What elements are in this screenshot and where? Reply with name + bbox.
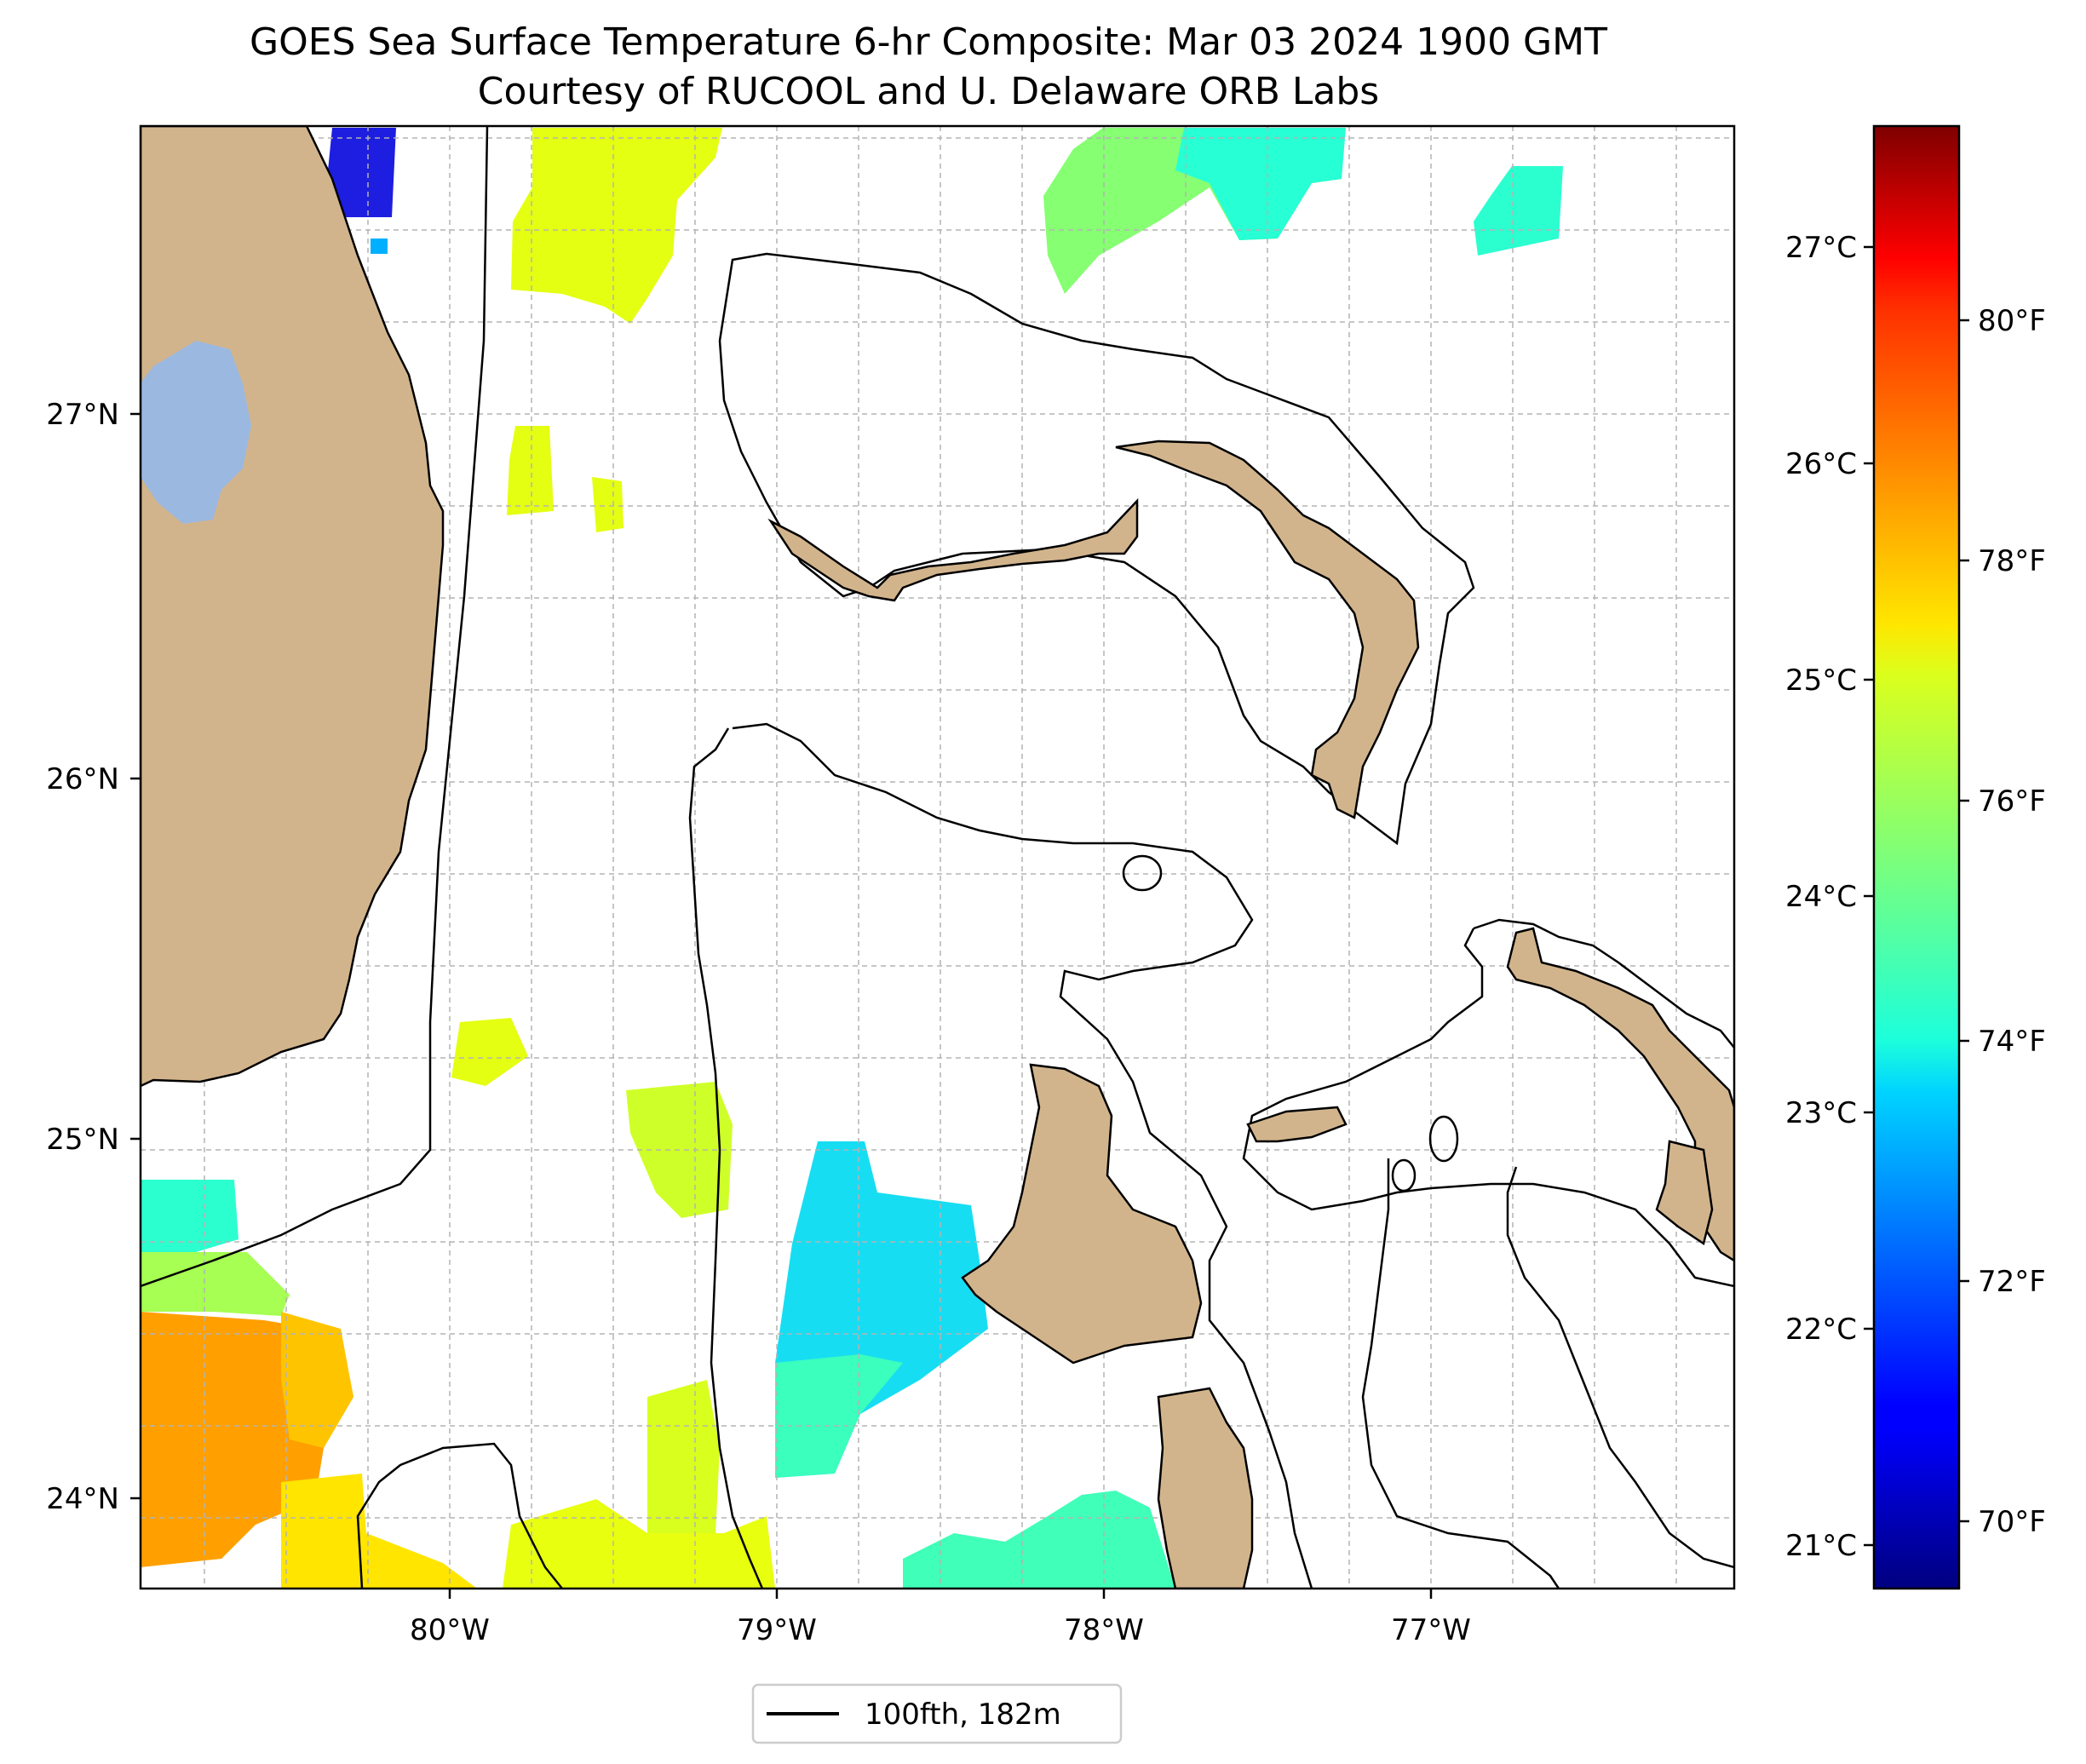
legend: 100fth, 182m (751, 1683, 1123, 1744)
legend-label: 100fth, 182m (865, 1698, 1061, 1732)
contour-exuma-south (1506, 1166, 1734, 1569)
contour-tongue-of-ocean (1361, 1158, 1560, 1589)
title-line-2: Courtesy of RUCOOL and U. Delaware ORB L… (478, 70, 1379, 113)
celsius-tick-label: 21°C (1785, 1529, 1857, 1563)
sst-patch-small-yellow (451, 1018, 528, 1086)
fahrenheit-tick-label: 74°F (1978, 1025, 2046, 1059)
lon-tick-label: 77°W (1391, 1613, 1471, 1647)
map-area (141, 126, 1734, 1589)
title-line-1: GOES Sea Surface Temperature 6-hr Compos… (250, 20, 1607, 64)
lon-tick-label: 79°W (737, 1613, 817, 1647)
celsius-tick-label: 27°C (1785, 231, 1857, 265)
sst-patch-southwest-teal (141, 1180, 238, 1252)
sst-patch-northwest-coast (328, 128, 396, 217)
land-andros (961, 1063, 1203, 1365)
lat-tick-label: 25°N (46, 1123, 119, 1157)
sst-patch-mid-west-2 (592, 477, 624, 532)
contour-island-3 (1122, 854, 1163, 892)
sst-patch-mid-west-1 (507, 426, 554, 515)
land-eleuthera (1506, 927, 1734, 1262)
fahrenheit-tick-label: 72°F (1978, 1265, 2046, 1299)
lat-tick-label: 24°N (46, 1482, 119, 1516)
sst-patch-southwest-amber (281, 1312, 353, 1448)
contour-florida-shelf (141, 126, 489, 1288)
celsius-tick-label: 25°C (1785, 664, 1857, 698)
sst-patch-central-south-teal (775, 1354, 903, 1478)
lat-tick-label: 27°N (46, 398, 119, 432)
sst-patch-south-yellow-3 (647, 1380, 720, 1533)
fahrenheit-tick-label: 78°F (1978, 544, 2046, 578)
celsius-tick-label: 22°C (1785, 1313, 1857, 1347)
land-eleuthera-south (1655, 1140, 1714, 1246)
legend-box (751, 1683, 1123, 1744)
contour-island-2 (1391, 1158, 1417, 1192)
contour-keys-south (356, 1442, 563, 1589)
contour-eleuthera-north (1473, 918, 1734, 1049)
contour-cay-sal-west (688, 727, 764, 1589)
contour-exuma-sound (1242, 928, 1734, 1288)
contour-island-1 (1428, 1115, 1459, 1163)
fahrenheit-tick-label: 70°F (1978, 1505, 2046, 1539)
colorbar-gradient (1872, 124, 1961, 1590)
sst-patch-south-yellow-2 (503, 1499, 775, 1589)
land-new-providence (1246, 1106, 1348, 1143)
sst-patch-far-north-east (1474, 166, 1563, 256)
celsius-tick-label: 26°C (1785, 447, 1857, 481)
celsius-tick-label: 23°C (1785, 1096, 1857, 1130)
lat-tick-label: 26°N (46, 762, 119, 796)
lon-tick-label: 80°W (410, 1613, 490, 1647)
fahrenheit-tick-label: 80°F (1978, 304, 2046, 338)
sst-patch-south-yellow-1 (281, 1474, 477, 1589)
axis-ticks (130, 412, 1433, 1599)
lake-okeechobee (141, 341, 251, 524)
sst-patch-southwest-green (141, 1252, 290, 1316)
map-frame (139, 124, 1736, 1590)
land-abaco (1115, 440, 1420, 819)
sst-patch-north-central (511, 128, 722, 324)
celsius-tick-label: 24°C (1785, 880, 1857, 914)
fahrenheit-tick-label: 76°F (1978, 784, 2046, 819)
land-grand-bahama (767, 497, 1139, 602)
land-andros-south (1157, 1387, 1254, 1589)
sst-patch-cyan-dot (371, 238, 388, 254)
sst-patch-north-east-cyan (1175, 128, 1346, 240)
sst-patch-south-teal (903, 1491, 1175, 1589)
contour-great-bahama-bank-west (732, 722, 1313, 1589)
colorbar: 27°C 26°C 25°C 24°C 23°C 22°C 21°C 80°F … (1785, 124, 2046, 1590)
lon-tick-label: 78°W (1064, 1613, 1144, 1647)
sst-patches (141, 128, 1563, 1589)
